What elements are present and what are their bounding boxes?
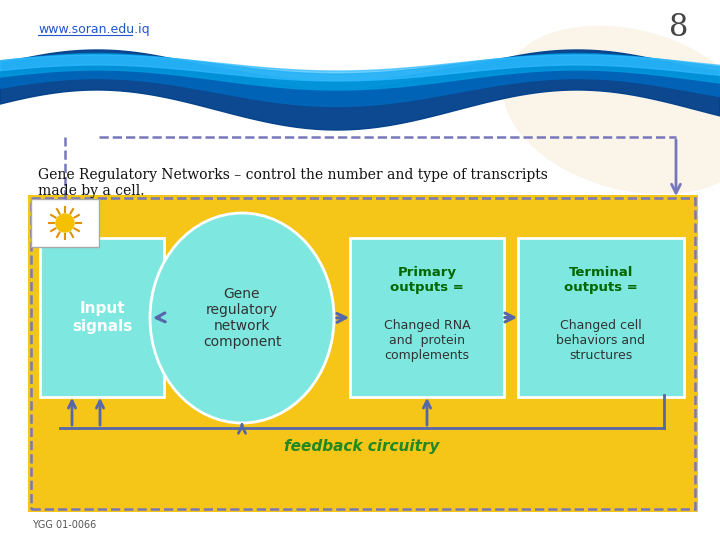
Bar [31,199,99,247]
Text: Gene
regulatory
network
component: Gene regulatory network component [203,287,282,349]
Text: feedback circuitry: feedback circuitry [284,438,440,454]
Bar [31,198,695,509]
Text: Changed cell
behaviors and
structures: Changed cell behaviors and structures [557,319,646,362]
Ellipse shape [150,213,334,423]
Text: Input
signals: Input signals [72,301,132,334]
Text: Primary
outputs =: Primary outputs = [390,266,464,294]
FancyBboxPatch shape [40,238,164,397]
Bar [28,195,698,512]
Text: Terminal
outputs =: Terminal outputs = [564,266,638,294]
FancyBboxPatch shape [518,238,684,397]
Circle shape [56,214,74,232]
Text: Changed RNA
and  protein
complements: Changed RNA and protein complements [384,319,470,362]
FancyBboxPatch shape [350,238,504,397]
Ellipse shape [503,26,720,194]
Text: www.soran.edu.iq: www.soran.edu.iq [38,24,150,37]
Text: YGG 01-0066: YGG 01-0066 [32,520,96,530]
Text: 8: 8 [669,12,688,44]
Text: Gene Regulatory Networks – control the number and type of transcripts
made by a : Gene Regulatory Networks – control the n… [38,168,548,198]
